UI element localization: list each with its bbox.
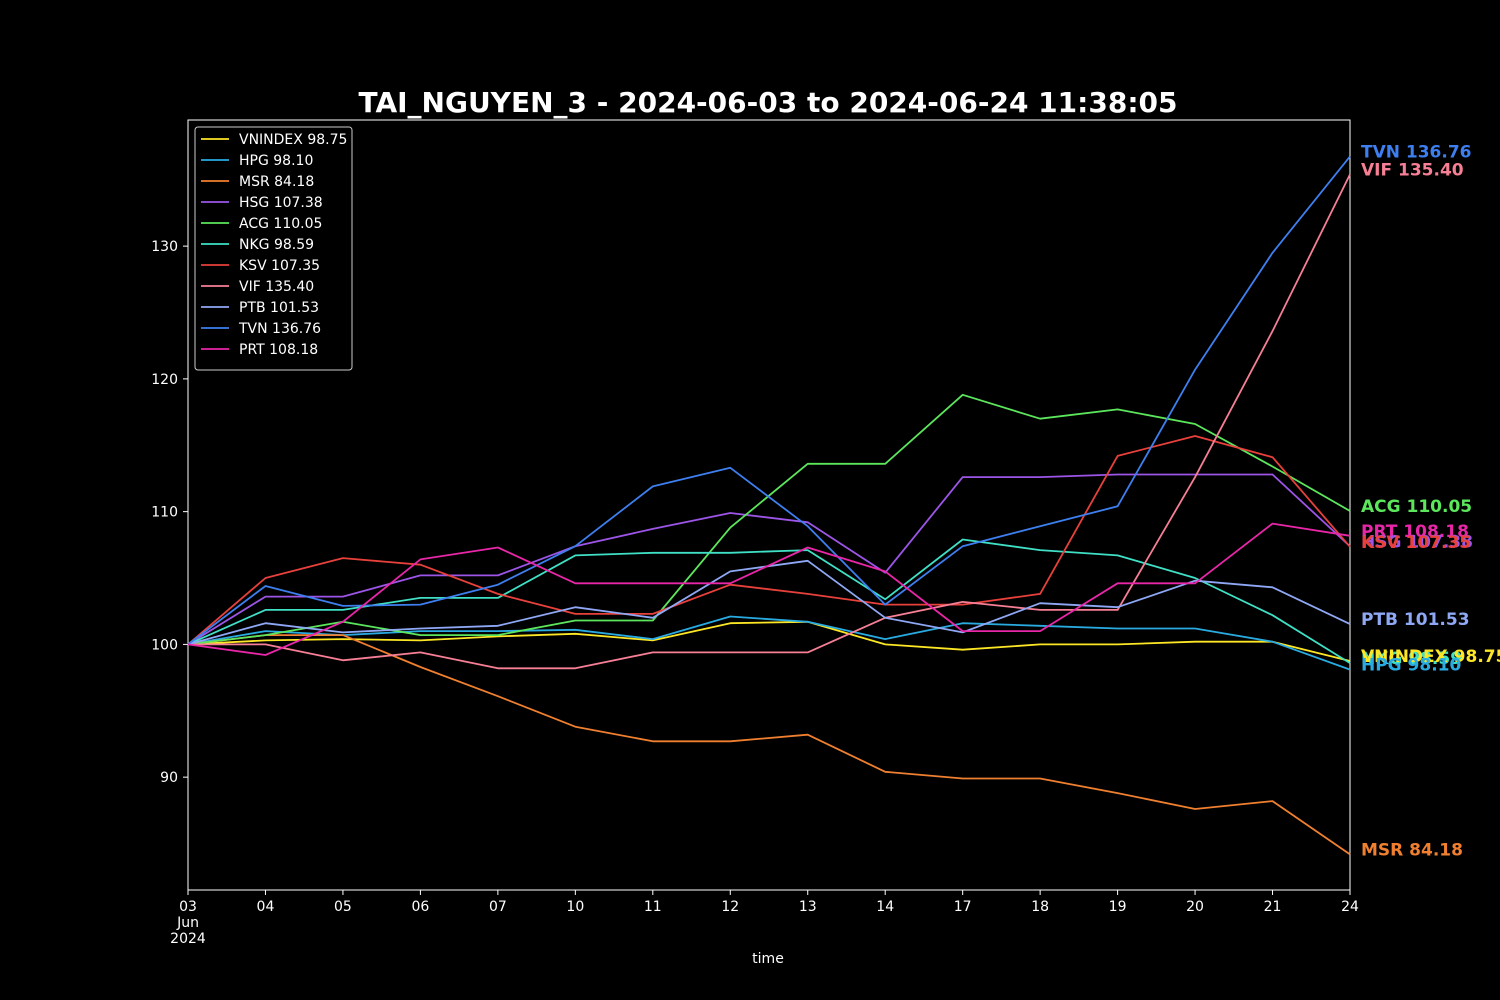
x-axis-label: time — [752, 951, 784, 967]
x-tick-label: 04 — [257, 899, 275, 915]
x-tick-label: 11 — [644, 899, 662, 915]
plot-area — [187, 119, 1351, 891]
legend-entry-vif: VIF 135.40 — [239, 279, 314, 295]
series-line-nkg — [187, 538, 1351, 664]
legend-entry-hsg: HSG 107.38 — [239, 195, 323, 211]
x-tick-label: 24 — [1341, 899, 1359, 915]
legend-entry-prt: PRT 108.18 — [239, 342, 318, 358]
end-label-vif: VIF 135.40 — [1361, 160, 1464, 180]
x-tick-sublabel: 2024 — [170, 931, 206, 947]
series-line-msr — [187, 634, 1351, 856]
x-tick-label: 19 — [1109, 899, 1127, 915]
end-label-ptb: PTB 101.53 — [1361, 610, 1470, 630]
legend: VNINDEX 98.75 HPG 98.10 MSR 84.18 HSG 107.3… — [194, 126, 353, 371]
end-label-nkg: NKG 98.59 — [1361, 649, 1462, 669]
x-tick-label: 20 — [1186, 899, 1204, 915]
x-tick-label: 21 — [1264, 899, 1282, 915]
legend-entry-acg: ACG 110.05 — [239, 216, 322, 232]
series-lines — [187, 155, 1351, 856]
y-tick-label: 130 — [151, 239, 178, 255]
y-tick-label: 100 — [151, 637, 178, 653]
end-label-acg: ACG 110.05 — [1361, 497, 1472, 517]
x-tick-label: 03 — [179, 899, 197, 915]
end-label-vnindex: VNINDEX 98.75 — [1361, 647, 1500, 667]
end-label-prt: PRT 108.18 — [1361, 522, 1469, 542]
series-line-acg — [187, 393, 1351, 646]
series-line-vnindex — [187, 620, 1351, 662]
y-tick-label: 90 — [160, 770, 178, 786]
x-tick-sublabel: Jun — [176, 915, 199, 931]
end-label-tvn: TVN 136.76 — [1361, 142, 1472, 162]
x-tick-label: 06 — [411, 899, 429, 915]
x-tick-label: 17 — [954, 899, 972, 915]
x-tick-label: 10 — [566, 899, 584, 915]
x-tick-label: 13 — [799, 899, 817, 915]
legend-entry-ptb: PTB 101.53 — [239, 300, 319, 316]
legend-entry-nkg: NKG 98.59 — [239, 237, 314, 253]
series-line-ptb — [187, 559, 1351, 646]
x-tick-label: 05 — [334, 899, 352, 915]
x-tick-label: 07 — [489, 899, 507, 915]
end-label-ksv: KSV 107.35 — [1361, 533, 1471, 553]
y-tick-label: 110 — [151, 505, 178, 521]
legend-entry-vnindex: VNINDEX 98.75 — [239, 132, 347, 148]
legend-entry-tvn: TVN 136.76 — [238, 321, 321, 337]
x-tick-label: 14 — [876, 899, 894, 915]
end-label-hpg: HPG 98.10 — [1361, 656, 1462, 676]
series-line-vif — [188, 174, 1351, 670]
y-tick-label: 120 — [151, 372, 178, 388]
axes: 90 100 110 120 130 03 04 05 06 07 10 11 12 13 14 17 18 19… — [151, 239, 1359, 947]
chart-title: TAI_NGUYEN_3 - 2024-06-03 to 2024-06-24 … — [359, 86, 1178, 119]
legend-entry-hpg: HPG 98.10 — [239, 153, 313, 169]
series-line-hsg — [187, 473, 1351, 646]
series-line-ksv — [187, 435, 1351, 646]
legend-entry-ksv: KSV 107.35 — [239, 258, 320, 274]
legend-entry-msr: MSR 84.18 — [239, 174, 314, 190]
end-label-msr: MSR 84.18 — [1361, 840, 1463, 860]
x-tick-label: 18 — [1031, 899, 1049, 915]
legend-box — [194, 126, 353, 371]
series-line-prt — [187, 522, 1351, 656]
end-label-hsg: HSG 107.38 — [1361, 532, 1473, 552]
x-tick-label: 12 — [721, 899, 739, 915]
series-line-tvn — [187, 155, 1351, 646]
plot-frame — [187, 119, 1351, 891]
series-line-hpg — [187, 615, 1351, 671]
